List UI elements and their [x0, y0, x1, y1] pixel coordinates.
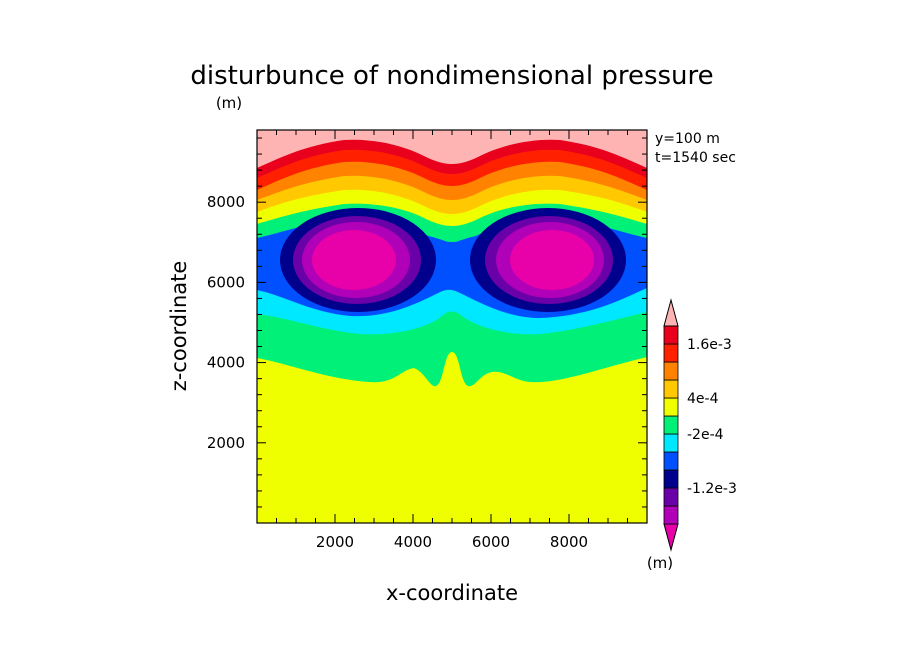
- colorbar-min-arrow: [663, 523, 679, 552]
- left-vortex-magenta: [312, 230, 396, 290]
- colorbar-labels: 1.6e-3 4e-4 -2e-4 -1.2e-3: [687, 337, 737, 497]
- x-tick-label: 8000: [550, 533, 588, 551]
- annotation-y: y=100 m: [655, 131, 720, 147]
- colorbar-segment: [663, 379, 679, 399]
- colorbar-segment: [663, 505, 679, 525]
- colorbar-label: 4e-4: [687, 391, 719, 407]
- y-axis-label: z-coordinate: [167, 261, 191, 392]
- x-tick-label: 4000: [394, 533, 432, 551]
- colorbar-max-arrow: [663, 298, 679, 327]
- colorbar-segment: [663, 325, 679, 345]
- colorbar-segment: [663, 433, 679, 453]
- colorbar-segment: [663, 343, 679, 363]
- right-vortex-magenta: [510, 230, 594, 290]
- colorbar-label: -2e-4: [687, 427, 724, 443]
- y-axis-ticks: [257, 137, 647, 508]
- colorbar: [663, 298, 679, 552]
- colorbar-unit-label: (m): [647, 554, 673, 572]
- colorbar-segment: [663, 361, 679, 381]
- y-tick-label: 8000: [207, 193, 245, 211]
- annotation-time: t=1540 sec: [655, 150, 736, 166]
- colorbar-segment: [663, 415, 679, 435]
- contour-plot-area: [257, 130, 647, 523]
- x-tick-label: 6000: [472, 533, 510, 551]
- colorbar-segment: [663, 469, 679, 489]
- x-tick-label: 2000: [316, 533, 354, 551]
- y-tick-label: 4000: [207, 354, 245, 372]
- x-axis-tick-labels: 2000 4000 6000 8000: [316, 533, 588, 551]
- x-axis-label: x-coordinate: [386, 581, 518, 605]
- colorbar-segment: [663, 487, 679, 507]
- colorbar-segment: [663, 397, 679, 417]
- colorbar-label: 1.6e-3: [687, 337, 732, 353]
- chart-title: disturbunce of nondimensional pressure: [190, 61, 713, 91]
- colorbar-label: -1.2e-3: [687, 481, 737, 497]
- y-unit-label: (m): [216, 94, 242, 112]
- x-axis-ticks: [276, 130, 628, 523]
- colorbar-segment: [663, 451, 679, 471]
- band-pink-top: [257, 130, 647, 168]
- y-tick-label: 6000: [207, 273, 245, 291]
- y-axis-tick-labels: 2000 4000 6000 8000: [207, 193, 245, 452]
- y-tick-label: 2000: [207, 434, 245, 452]
